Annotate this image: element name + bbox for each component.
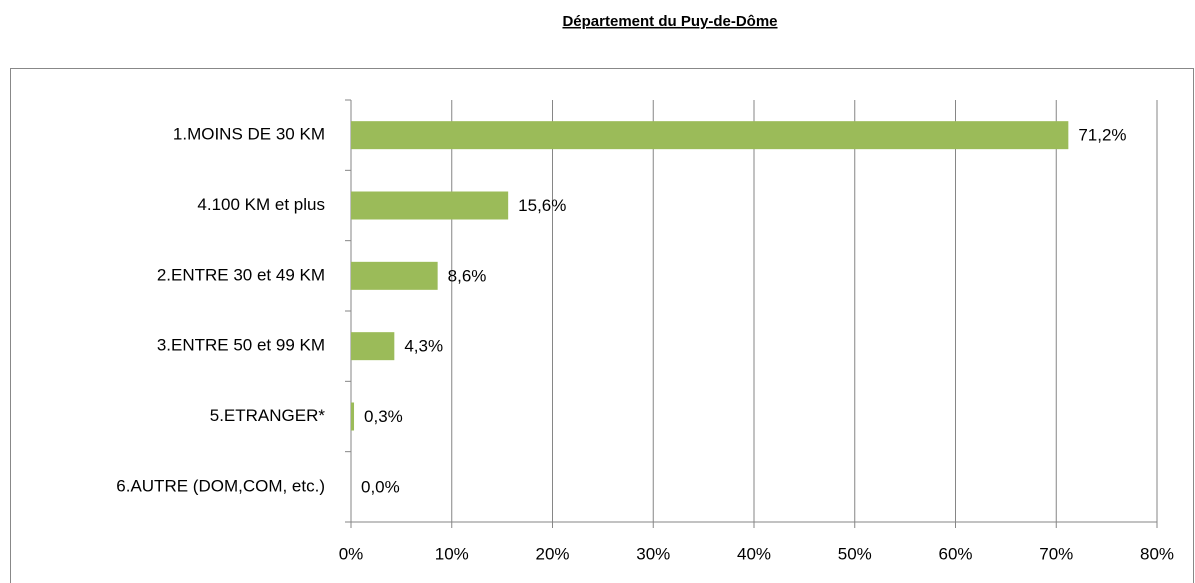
y-tick-label: 6.AUTRE (DOM,COM, etc.) [116,476,325,495]
bar [351,121,1069,150]
value-label: 71,2% [1078,126,1126,145]
y-tick-label: 3.ENTRE 50 et 99 KM [157,336,325,355]
x-tick-label: 50% [838,544,872,563]
value-label: 0,3% [364,407,403,426]
bar [351,332,395,361]
x-tick-label: 40% [737,544,771,563]
x-tick-label: 10% [435,544,469,563]
value-label: 8,6% [448,266,487,285]
x-tick-label: 70% [1039,544,1073,563]
chart-title: Département du Puy-de-Dôme [562,13,777,30]
y-tick-label: 4.100 KM et plus [197,195,325,214]
chart-border [10,68,1194,583]
x-tick-label: 30% [636,544,670,563]
x-tick-label: 80% [1140,544,1174,563]
bar [351,402,355,431]
y-tick-label: 5.ETRANGER* [210,406,326,425]
x-tick-label: 0% [339,544,364,563]
x-tick-label: 60% [938,544,972,563]
y-tick-label: 1.MOINS DE 30 KM [173,125,325,144]
bar [351,191,509,220]
value-label: 4,3% [404,337,443,356]
bar [351,261,438,290]
y-tick-label: 2.ENTRE 30 et 49 KM [157,265,325,284]
value-label: 0,0% [361,477,400,496]
x-tick-label: 20% [535,544,569,563]
value-label: 15,6% [518,196,566,215]
